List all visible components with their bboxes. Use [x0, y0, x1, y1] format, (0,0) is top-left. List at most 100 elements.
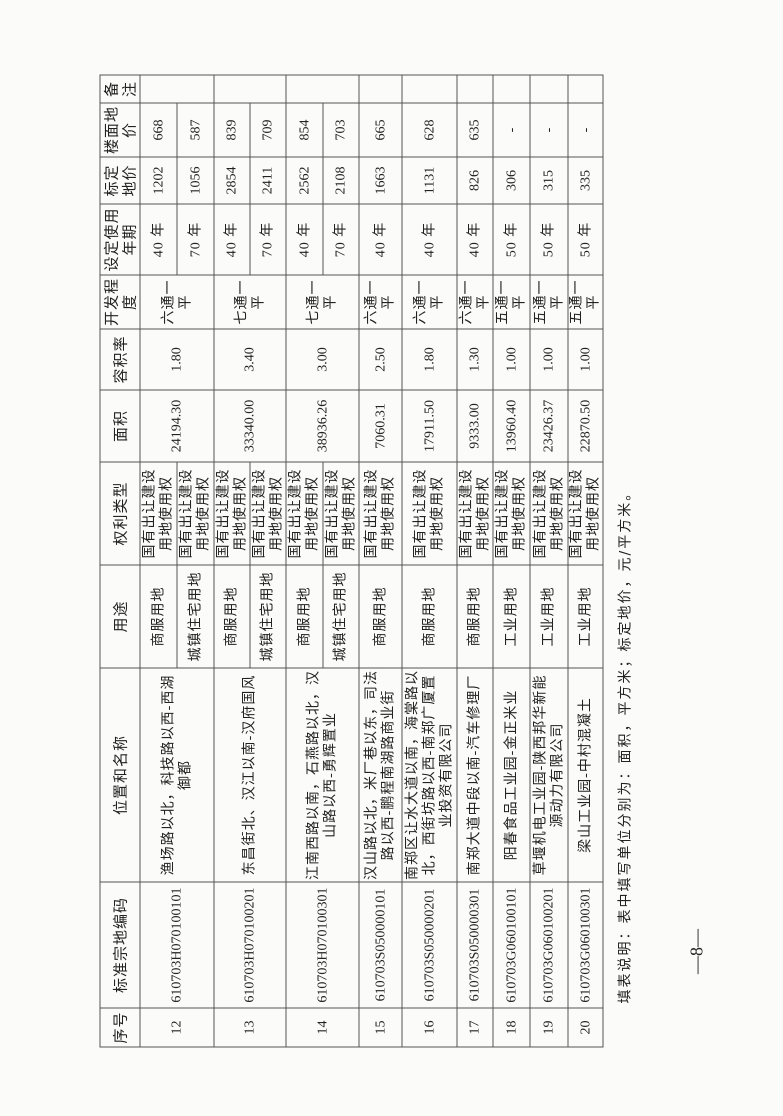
header-term: 设定使用年期 [99, 203, 140, 275]
use-term: 40 年 [401, 203, 457, 275]
table-row: 12 610703H070100101 渔场路以北，科技路以西-西湖御都 商服用地 国有… [139, 74, 214, 1047]
land-code: 610703S050000301 [456, 881, 493, 1008]
right-type: 国有出让建设用地使用权 [456, 461, 493, 565]
right-type: 国有出让建设用地使用权 [567, 461, 603, 565]
header-location: 位置和名称 [99, 667, 140, 882]
row-number: 19 [529, 1007, 568, 1047]
development-level: 七通一平 [213, 274, 286, 329]
benchmark-price: 826 [456, 156, 493, 204]
table-row: 18 610703G060100101 阳春食品工业园-金正米业 工业用地 国有出让建设… [492, 74, 530, 1047]
header-floor-price: 楼面地价 [99, 102, 140, 157]
land-use: 工业用地 [567, 564, 603, 668]
area: 24194.30 [139, 389, 214, 462]
use-term: 50 年 [567, 203, 603, 275]
floor-area-ratio: 3.00 [285, 328, 359, 390]
floor-area-ratio: 1.80 [401, 328, 457, 390]
location-name: 江南西路以南，石燕路以北，汉山路以西-勇辉置业 [285, 667, 359, 882]
land-use: 商服用地 [213, 564, 250, 668]
right-type: 国有出让建设用地使用权 [322, 461, 359, 565]
row-number: 20 [567, 1007, 603, 1047]
table-row: 13 610703H070100201 东昌街北、汉江以南-汉府国风 商服用地 国有出让… [213, 74, 286, 1047]
location-name: 南郑大道中段以南-汽车修理厂 [456, 667, 493, 882]
benchmark-price: 2411 [249, 156, 286, 204]
floor-price: 628 [401, 102, 457, 157]
land-use: 商服用地 [139, 564, 177, 668]
benchmark-price: 1056 [176, 156, 214, 204]
row-number: 14 [285, 1007, 359, 1047]
floor-price: 635 [456, 102, 493, 157]
header-use: 用途 [99, 564, 140, 668]
development-level: 五通一平 [567, 274, 603, 329]
floor-area-ratio: 1.30 [456, 328, 493, 390]
table-row: 17 610703S050000301 南郑大道中段以南-汽车修理厂 商服用地 国有出让… [456, 74, 493, 1047]
floor-price: 668 [139, 102, 177, 157]
land-use: 城镇住宅用地 [249, 564, 286, 668]
use-term: 70 年 [176, 203, 214, 275]
land-use: 商服用地 [401, 564, 457, 668]
area: 22870.50 [567, 389, 603, 462]
benchmark-price: 1663 [358, 156, 402, 204]
development-level: 七通一平 [285, 274, 359, 329]
floor-price: 665 [358, 102, 402, 157]
remark [456, 74, 493, 103]
use-term: 40 年 [358, 203, 402, 275]
area: 38936.26 [285, 389, 359, 462]
land-use: 城镇住宅用地 [322, 564, 359, 668]
header-remark: 备注 [99, 74, 140, 103]
header-price: 标定地价 [99, 156, 140, 204]
land-code: 610703G060100101 [492, 881, 530, 1008]
page-number: —8— [686, 928, 706, 974]
right-type: 国有出让建设用地使用权 [139, 461, 177, 565]
right-type: 国有出让建设用地使用权 [358, 461, 402, 565]
table-row: 20 610703G060100301 梁山工业园-中村混凝土 工业用地 国有出让建设用… [567, 74, 603, 1047]
location-name: 渔场路以北，科技路以西-西湖御都 [139, 667, 214, 882]
location-name: 梁山工业园-中村混凝土 [567, 667, 603, 882]
header-code: 标准宗地编码 [99, 881, 140, 1008]
land-code: 610703H070100101 [139, 881, 214, 1008]
development-level: 六通一平 [358, 274, 402, 329]
floor-price: 839 [213, 102, 250, 157]
use-term: 40 年 [285, 203, 323, 275]
use-term: 40 年 [456, 203, 493, 275]
floor-price: - [567, 102, 603, 157]
remark [401, 74, 457, 103]
benchmark-price: 2108 [322, 156, 359, 204]
area: 13960.40 [492, 389, 530, 462]
right-type: 国有出让建设用地使用权 [249, 461, 286, 565]
floor-area-ratio: 1.80 [139, 328, 214, 390]
land-use: 城镇住宅用地 [176, 564, 214, 668]
floor-price: - [492, 102, 530, 157]
remark [285, 74, 359, 103]
benchmark-price: 315 [529, 156, 568, 204]
floor-price: - [529, 102, 568, 157]
table-row: 19 610703G060100201 草堰机电工业园-陕西邦华新能源动力有限公司工… [529, 74, 568, 1047]
benchmark-price: 2854 [213, 156, 250, 204]
header-no: 序号 [99, 1007, 140, 1047]
development-level: 六通一平 [456, 274, 493, 329]
right-type: 国有出让建设用地使用权 [401, 461, 457, 565]
right-type: 国有出让建设用地使用权 [213, 461, 250, 565]
area: 23426.37 [529, 389, 568, 462]
benchmark-price: 335 [567, 156, 603, 204]
use-term: 40 年 [213, 203, 250, 275]
table-row: 15 610703S050000101 汉山路以北，米厂巷以东，司法路以西-鹏程南湖… [358, 74, 402, 1047]
benchmark-price: 306 [492, 156, 530, 204]
header-far: 容积率 [99, 328, 140, 390]
benchmark-price: 1131 [401, 156, 457, 204]
use-term: 70 年 [322, 203, 359, 275]
development-level: 六通一平 [401, 274, 457, 329]
development-level: 五通一平 [529, 274, 568, 329]
location-name: 南郑区让水大道以南，海棠路以北，西街坊路以西-南郑广厦置业投资有限公司 [401, 667, 457, 882]
use-term: 70 年 [249, 203, 286, 275]
area: 33340.00 [213, 389, 286, 462]
land-use: 商服用地 [285, 564, 323, 668]
land-code: 610703H070100301 [285, 881, 359, 1008]
land-use: 商服用地 [358, 564, 402, 668]
land-code: 610703H070100201 [213, 881, 286, 1008]
header-area: 面积 [99, 389, 140, 462]
row-number: 16 [401, 1007, 457, 1047]
development-level: 五通一平 [492, 274, 530, 329]
header-row: 序号 标准宗地编码 位置和名称 用途 权利类型 面积 容积率 开发程度 设定使用年期 标定地价 楼面… [99, 74, 140, 1047]
remark [529, 74, 568, 103]
